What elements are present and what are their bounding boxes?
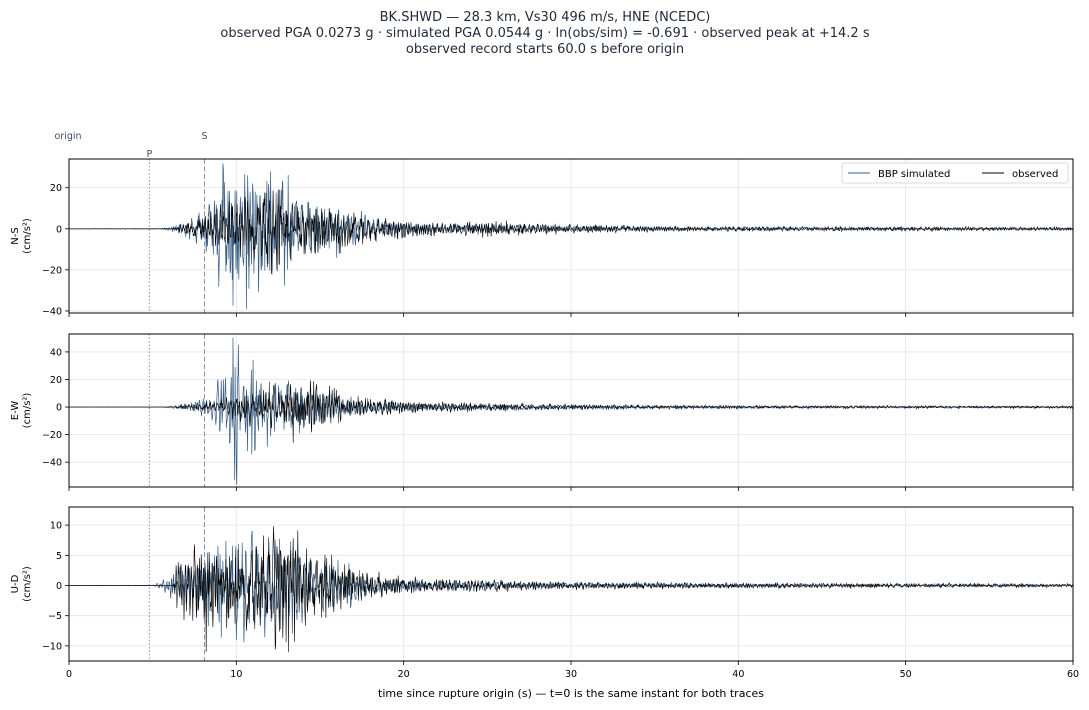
p-phase-label: P (146, 149, 152, 160)
x-tick-label: 30 (565, 669, 577, 680)
y-tick-label: 0 (56, 403, 62, 414)
simulated-trace-u-d (69, 530, 1073, 643)
y-axis-unit-n-s: (cm/s²) (22, 218, 33, 254)
y-tick-label: −40 (42, 458, 62, 469)
legend-box (841, 162, 1069, 184)
panel-n-s: −40 −20 0 20 N-S (cm/s²) BBP simulated observed (10, 158, 1074, 317)
x-tick-label: 40 (732, 669, 744, 680)
panel-u-d: −10 −5 0 5 10 0 10 20 30 40 50 60 U-D (cm/s²) (10, 506, 1079, 680)
x-axis-label: time since rupture origin (s) — t=0 is t… (378, 687, 764, 700)
y-axis-unit-u-d: (cm/s²) (22, 566, 33, 602)
x-tick-label: 60 (1067, 669, 1079, 680)
y-tick-label: 40 (50, 347, 62, 358)
panel-e-w: −40 −20 0 20 40 E-W (cm/s²) (10, 333, 1074, 491)
y-tick-label: −10 (42, 641, 62, 652)
y-tick-label: −20 (42, 430, 62, 441)
y-axis-label-u-d: U-D (10, 574, 21, 593)
y-tick-label: −20 (42, 265, 62, 276)
x-tick-label: 20 (398, 669, 410, 680)
y-tick-label: 5 (56, 551, 62, 562)
chart-title-line-1: BK.SHWD — 28.3 km, Vs30 496 m/s, HNE (NC… (380, 10, 711, 25)
chart-title-line-3: observed record starts 60.0 s before ori… (406, 42, 684, 57)
y-tick-label: −40 (42, 306, 62, 317)
origin-phase-label: origin (54, 131, 81, 142)
y-axis-label-n-s: N-S (10, 227, 21, 244)
y-tick-label: 20 (50, 375, 62, 386)
observed-trace-n-s (69, 189, 1073, 274)
x-tick-label: 10 (230, 669, 242, 680)
x-tick-label: 50 (900, 669, 912, 680)
y-tick-label: 20 (50, 183, 62, 194)
chart-title-line-2: observed PGA 0.0273 g · simulated PGA 0.… (220, 26, 869, 41)
observed-trace-u-d (69, 526, 1073, 653)
y-tick-label: 10 (50, 521, 62, 532)
x-tick-label: 0 (66, 669, 72, 680)
legend-observed-label: observed (1012, 169, 1058, 180)
legend: BBP simulated observed (841, 162, 1069, 184)
observed-trace-e-w (69, 380, 1073, 443)
legend-simulated-label: BBP simulated (878, 169, 950, 180)
y-tick-label: 0 (56, 224, 62, 235)
y-tick-label: 0 (56, 581, 62, 592)
y-axis-unit-e-w: (cm/s²) (22, 393, 33, 429)
y-tick-label: −5 (48, 611, 62, 622)
s-phase-label: S (202, 131, 208, 142)
y-axis-label-e-w: E-W (10, 401, 21, 421)
